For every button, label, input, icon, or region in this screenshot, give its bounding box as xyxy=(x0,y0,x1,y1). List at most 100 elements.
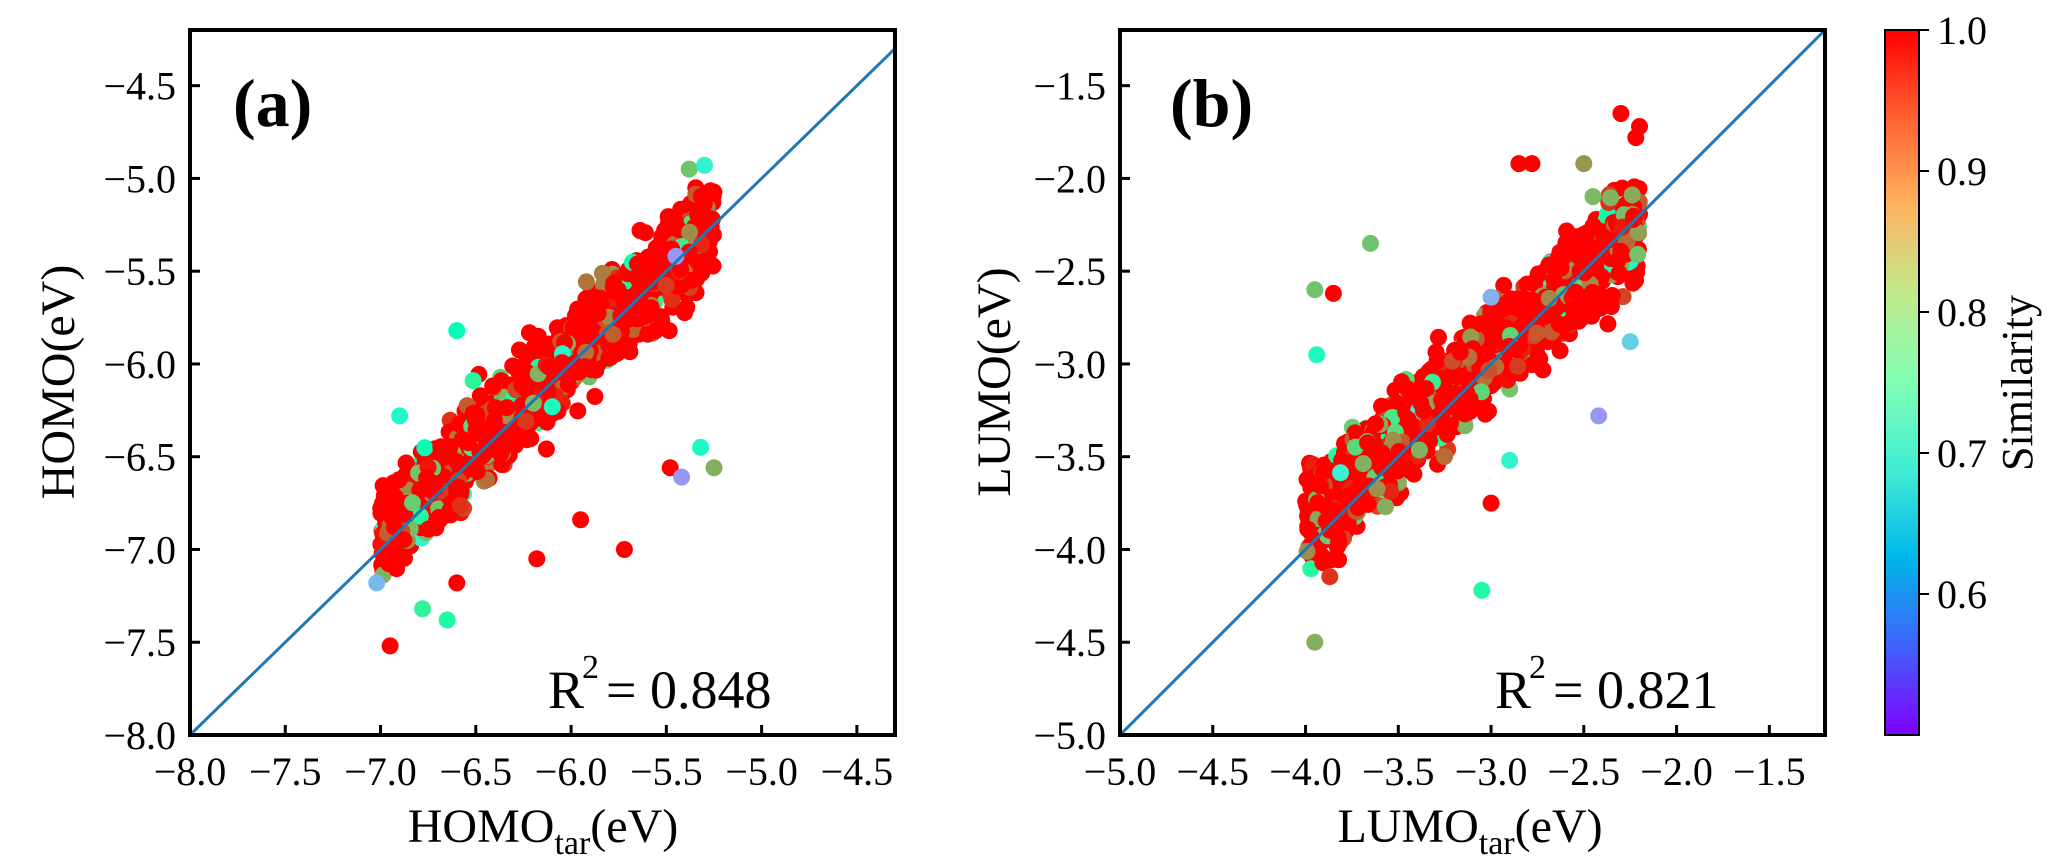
data-point xyxy=(1436,448,1453,465)
y-axis-label-b: LUMO(eV) xyxy=(968,267,1021,496)
data-point xyxy=(1523,356,1541,374)
data-point xyxy=(1584,217,1602,235)
data-point xyxy=(1551,315,1568,333)
data-point xyxy=(605,274,623,292)
data-point xyxy=(1630,224,1648,242)
data-point xyxy=(1410,441,1428,459)
outlier-point xyxy=(1510,155,1528,173)
outlier-point xyxy=(1523,155,1541,173)
data-point xyxy=(1350,479,1368,497)
outlier-point xyxy=(692,438,710,456)
data-point xyxy=(492,426,510,443)
y-tick-label: −7.5 xyxy=(103,620,176,665)
x-tick-label: −5.0 xyxy=(1084,749,1157,794)
data-point xyxy=(395,531,413,549)
x-tick-label: −1.5 xyxy=(1733,749,1806,794)
outlier-point xyxy=(615,541,633,558)
scatter-points-a xyxy=(368,156,723,655)
y-tick-label: −7.0 xyxy=(103,527,176,572)
y-tick-label: −5.0 xyxy=(103,156,176,201)
data-point xyxy=(430,509,448,526)
data-point xyxy=(449,478,467,496)
data-point xyxy=(1399,411,1417,428)
ticks-a: −8.0 −7.5 −7.0 −6.5 −6.0 −5.5 −5.0 −4.5 −4.5 −5.0… xyxy=(103,64,893,794)
data-point xyxy=(625,306,643,324)
data-point xyxy=(1603,287,1621,304)
data-point xyxy=(593,264,611,282)
outlier-point xyxy=(680,160,698,178)
x-tick-label: −2.0 xyxy=(1640,749,1713,794)
data-point xyxy=(1529,266,1547,284)
data-point xyxy=(1398,380,1416,398)
data-point xyxy=(396,549,413,567)
data-point xyxy=(1354,455,1372,473)
data-point xyxy=(1495,276,1513,294)
y-tick-label: −2.5 xyxy=(1033,249,1106,294)
outlier-point xyxy=(673,468,691,486)
data-point xyxy=(1417,380,1435,398)
x-tick-label: −8.0 xyxy=(154,749,227,794)
data-point xyxy=(1318,499,1336,516)
data-point xyxy=(1624,210,1642,228)
outlier-point xyxy=(1362,234,1379,252)
ticks-b: −5.0 −4.5 −4.0 −3.5 −3.0 −2.5 −2.0 −1.5 −1.5 −2.0… xyxy=(1033,64,1805,794)
data-point xyxy=(604,325,622,343)
outlier-point xyxy=(1306,281,1324,299)
data-point xyxy=(586,388,604,405)
data-point xyxy=(517,412,535,430)
data-point xyxy=(463,456,481,474)
y-tick-label: −6.0 xyxy=(103,342,176,387)
colorbar-tick-label: 0.8 xyxy=(1937,290,1987,335)
data-point xyxy=(1549,251,1567,269)
identity-line-b xyxy=(1118,28,1827,737)
data-point xyxy=(530,335,548,353)
outlier-point xyxy=(414,600,431,618)
y-axis-label-a: HOMO(eV) xyxy=(32,265,85,500)
data-point xyxy=(377,545,395,562)
data-point xyxy=(1584,283,1601,301)
data-point xyxy=(1610,264,1628,282)
data-point xyxy=(1564,301,1582,319)
data-point xyxy=(1299,520,1317,538)
data-point xyxy=(1629,245,1647,263)
data-point xyxy=(1472,315,1490,333)
y-tick-label: −5.0 xyxy=(1033,713,1106,758)
data-point xyxy=(680,243,698,261)
data-point xyxy=(577,343,595,361)
data-point xyxy=(1298,542,1316,560)
data-point xyxy=(1438,425,1456,443)
data-point xyxy=(689,205,706,223)
data-point xyxy=(704,257,722,275)
data-point xyxy=(1390,443,1408,460)
data-point xyxy=(1528,324,1546,342)
data-point xyxy=(1456,417,1474,435)
colorbar-tick-label: 1.0 xyxy=(1937,8,1987,53)
r2-annotation-a: R 2 = 0.848 xyxy=(548,649,771,720)
y-tick-label: −4.5 xyxy=(1033,620,1106,665)
data-point xyxy=(1486,332,1503,350)
scatter-points-b xyxy=(1297,105,1648,651)
data-point xyxy=(1303,474,1321,492)
r2-sup-a: 2 xyxy=(582,649,599,686)
outlier-point xyxy=(661,459,679,477)
data-point xyxy=(540,358,558,376)
x-tick-label: −6.5 xyxy=(440,749,513,794)
data-point xyxy=(695,192,713,210)
outlier-point xyxy=(448,322,466,340)
x-tick-label: −5.0 xyxy=(725,749,798,794)
x-tick-label: −4.5 xyxy=(1176,749,1249,794)
data-point xyxy=(1330,533,1348,551)
data-point xyxy=(416,439,434,457)
outlier-point xyxy=(1501,451,1519,469)
outlier-point xyxy=(1306,633,1324,651)
data-point xyxy=(1577,238,1594,256)
r2-label-b: R xyxy=(1495,660,1531,720)
data-point xyxy=(657,276,675,294)
data-point xyxy=(576,358,594,376)
data-point xyxy=(1509,357,1527,375)
data-point xyxy=(1612,242,1630,260)
outlier-point xyxy=(1324,284,1342,302)
data-point xyxy=(423,474,441,492)
data-point xyxy=(647,247,665,265)
